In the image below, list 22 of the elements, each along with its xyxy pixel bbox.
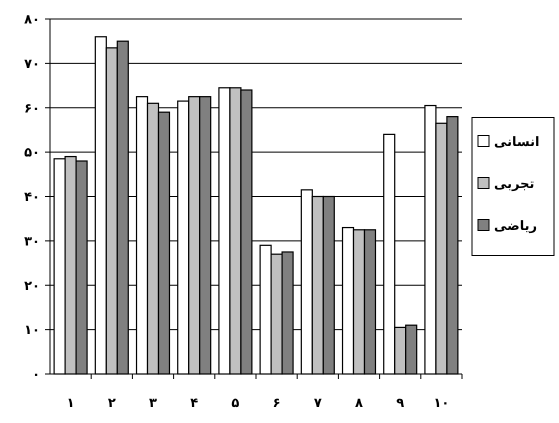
legend-label: تجربی xyxy=(494,177,534,192)
y-tick-label: ۱۰ xyxy=(24,323,40,338)
x-tick-label: ۵ xyxy=(231,396,240,411)
x-tick-label: ۱۰ xyxy=(433,396,450,411)
y-tick-label: ۶۰ xyxy=(24,101,40,116)
y-tick-label: ۰ xyxy=(32,368,40,383)
x-tick-label: ۹ xyxy=(396,396,404,411)
x-tick-label: ۲ xyxy=(108,396,116,411)
y-tick-label: ۷۰ xyxy=(24,56,40,72)
x-tick-label: ۳ xyxy=(149,396,158,411)
x-tick-label: ۸ xyxy=(355,396,364,411)
legend-label: انسانی xyxy=(494,135,540,150)
legend-label: ریاضی xyxy=(494,219,537,234)
y-tick-label: ۴۰ xyxy=(24,190,40,206)
y-tick-label: ۸۰ xyxy=(24,12,40,28)
x-tick-label: ۴ xyxy=(190,396,198,411)
x-tick-label: ۱ xyxy=(66,396,75,411)
x-tick-label: ۷ xyxy=(314,396,322,411)
y-tick-label: ۵۰ xyxy=(24,146,40,161)
y-tick-label: ۳۰ xyxy=(24,234,40,250)
x-tick-label: ۶ xyxy=(272,396,281,411)
y-tick-label: ۲۰ xyxy=(24,278,40,294)
